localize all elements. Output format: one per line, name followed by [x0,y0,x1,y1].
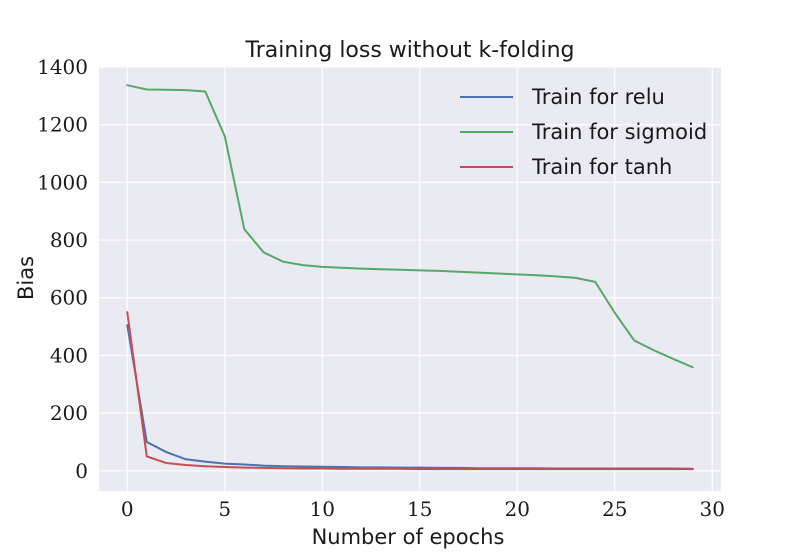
y-tick-label: 1200 [37,113,88,137]
x-tick-label: 5 [218,497,231,521]
x-tick-label: 25 [602,497,627,521]
x-tick-label: 30 [699,497,724,521]
legend-label: Train for relu [531,85,665,109]
y-tick-label: 200 [50,401,88,425]
legend-label: Train for sigmoid [531,120,707,144]
x-tick-label: 10 [310,497,335,521]
grid-lines [99,66,721,491]
y-tick-label: 400 [50,343,88,367]
y-tick-label: 0 [75,459,88,483]
plot-background [99,67,721,491]
series-line [126,84,694,369]
y-tick-label: 1400 [37,55,88,79]
y-tick-label: 800 [50,228,88,252]
legend-item: Train for tanh [460,155,672,179]
legend-item: Train for relu [460,85,665,109]
series-line [126,311,694,471]
chart-title: Training loss without k-folding [245,38,575,63]
y-tick-label: 1000 [37,170,88,194]
y-tick-label: 600 [50,286,88,310]
x-tick-label: 20 [505,497,530,521]
x-axis-label: Number of epochs [312,525,505,549]
x-tick-label: 0 [121,497,134,521]
legend: Train for relu Train for sigmoid Train for… [460,85,707,179]
legend-item: Train for sigmoid [460,120,707,144]
x-tick-label: 15 [407,497,432,521]
series-lines [126,84,694,471]
legend-label: Train for tanh [531,155,672,179]
y-axis-label: Bias [14,256,38,300]
